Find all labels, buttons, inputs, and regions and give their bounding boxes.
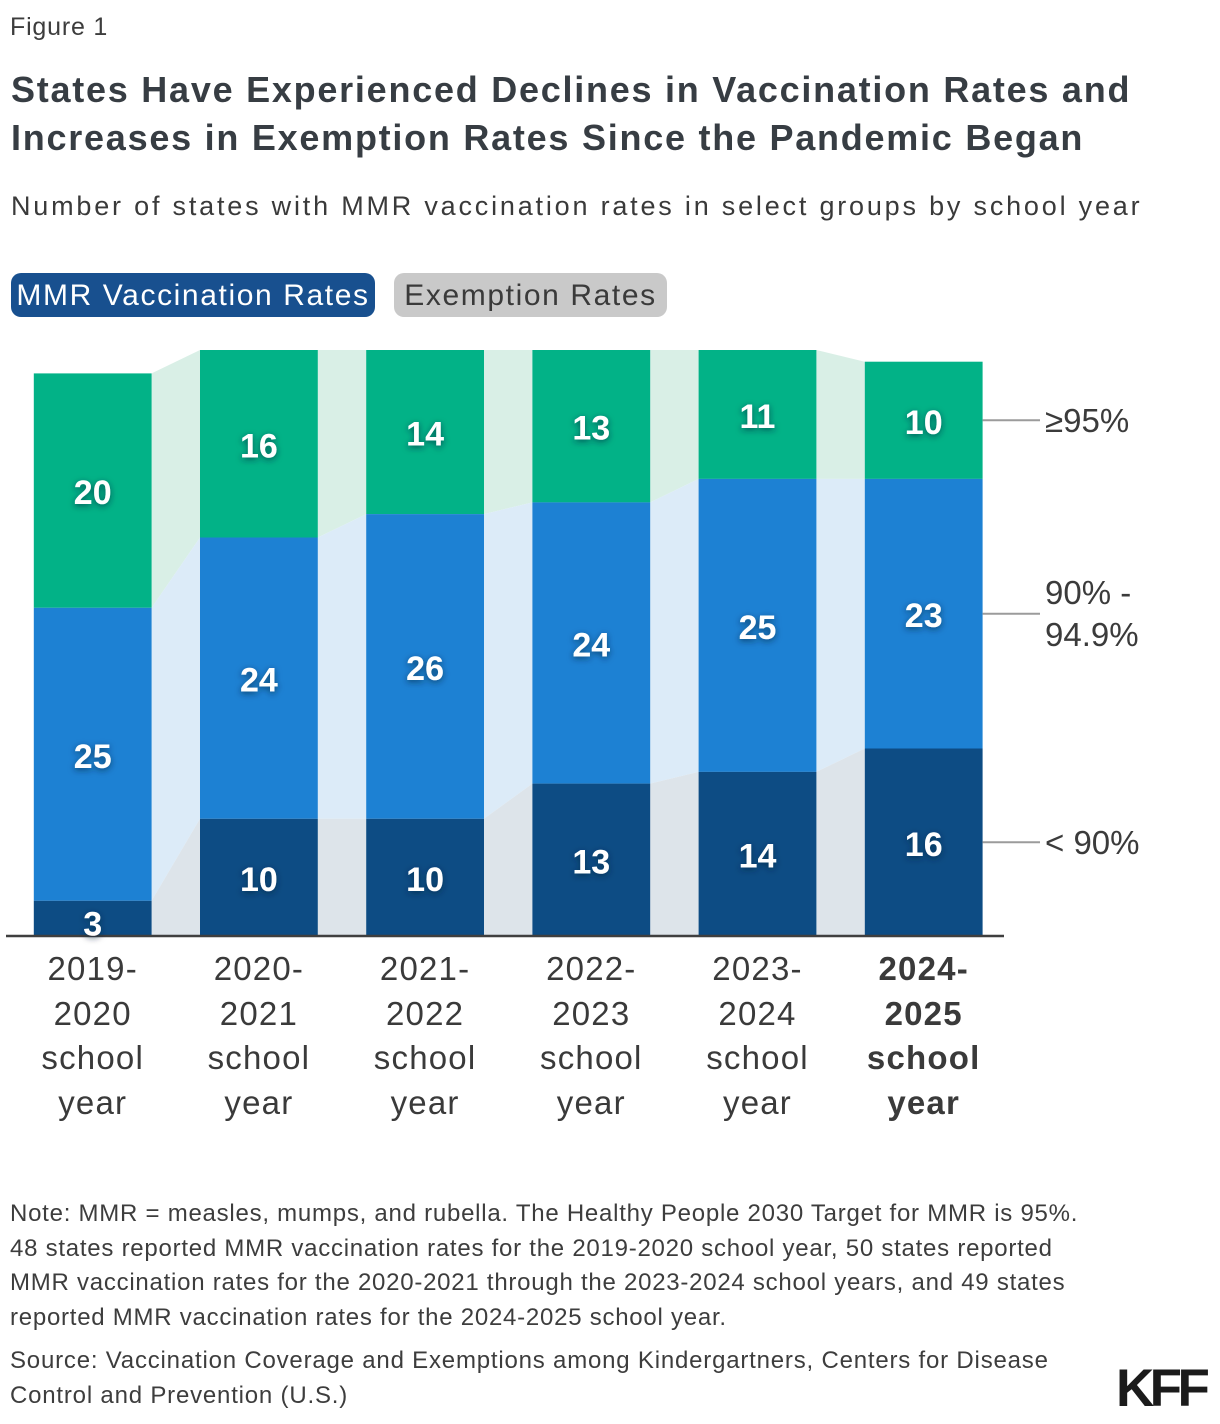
svg-text:25: 25 [74,738,112,776]
svg-text:24: 24 [572,627,610,665]
svg-text:16: 16 [905,826,943,864]
svg-text:26: 26 [406,650,444,688]
svg-text:3: 3 [83,906,102,944]
svg-text:13: 13 [572,410,610,448]
svg-text:11: 11 [740,398,776,436]
svg-text:14: 14 [739,838,777,876]
svg-text:20: 20 [74,474,112,512]
svg-text:23: 23 [905,597,943,635]
svg-text:14: 14 [406,416,444,454]
svg-text:25: 25 [739,609,777,647]
svg-text:13: 13 [572,843,610,881]
svg-text:24: 24 [240,662,278,700]
svg-text:10: 10 [406,861,444,899]
svg-text:10: 10 [240,861,278,899]
svg-text:16: 16 [240,427,278,465]
svg-text:10: 10 [905,404,943,442]
